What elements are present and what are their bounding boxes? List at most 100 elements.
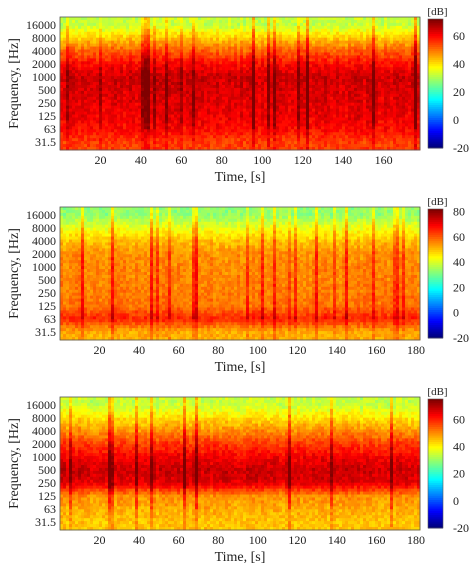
heatmap-cell: [408, 135, 412, 139]
heatmap-cell: [282, 93, 286, 98]
heatmap-cell: [210, 90, 214, 95]
heatmap-cell: [285, 34, 289, 39]
heatmap-cell: [177, 37, 181, 42]
heatmap-cell: [204, 73, 208, 77]
heatmap-cell: [279, 52, 283, 56]
heatmap-cell: [201, 52, 205, 56]
heatmap-cell: [138, 79, 142, 83]
heatmap-cell: [330, 102, 334, 107]
heatmap-cell: [96, 40, 100, 44]
heatmap-cell: [312, 52, 316, 56]
heatmap-cell: [243, 87, 247, 92]
heatmap-cell: [87, 46, 91, 50]
heatmap-cell: [96, 114, 100, 118]
heatmap-cell: [372, 87, 376, 92]
heatmap-cell: [141, 73, 145, 77]
heatmap-cell: [273, 64, 277, 68]
heatmap-cell: [159, 70, 163, 74]
heatmap-cell: [204, 25, 208, 30]
heatmap-cell: [90, 46, 94, 50]
heatmap-cell: [279, 43, 283, 47]
heatmap-cell: [114, 22, 118, 27]
heatmap-cell: [360, 40, 364, 44]
heatmap-cell: [303, 129, 307, 133]
heatmap-cell: [156, 111, 160, 115]
heatmap-cell: [93, 96, 97, 101]
heatmap-cell: [309, 55, 313, 59]
heatmap-cell: [414, 22, 418, 27]
heatmap-cell: [285, 31, 289, 36]
heatmap-cell: [204, 64, 208, 68]
heatmap-cell: [150, 93, 154, 98]
heatmap-cell: [264, 28, 268, 33]
heatmap-cell: [270, 105, 274, 110]
heatmap-cell: [165, 43, 169, 47]
heatmap-cell: [258, 70, 262, 74]
heatmap-cell: [282, 34, 286, 39]
heatmap-cell: [186, 138, 190, 142]
heatmap-cell: [150, 138, 154, 142]
heatmap-cell: [183, 93, 187, 98]
heatmap-cell: [105, 79, 109, 83]
heatmap-cell: [402, 105, 406, 110]
heatmap-cell: [165, 49, 169, 53]
heatmap-cell: [75, 43, 79, 47]
heatmap-cell: [393, 40, 397, 44]
heatmap-cell: [387, 28, 391, 33]
heatmap-cell: [108, 37, 112, 42]
heatmap-cell: [210, 99, 214, 104]
heatmap-cell: [174, 117, 178, 121]
heatmap-cell: [192, 123, 196, 127]
heatmap-cell: [291, 34, 295, 39]
heatmap-cell: [324, 90, 328, 95]
heatmap-cell: [63, 49, 67, 53]
heatmap-cell: [330, 90, 334, 95]
heatmap-cell: [213, 64, 217, 68]
heatmap-cell: [168, 61, 172, 65]
heatmap-cell: [129, 28, 133, 33]
heatmap-cell: [126, 99, 130, 104]
heatmap-cell: [114, 123, 118, 127]
heatmap-cell: [288, 43, 292, 47]
heatmap-cell: [351, 129, 355, 133]
heatmap-cell: [363, 70, 367, 74]
heatmap-cell: [345, 135, 349, 139]
heatmap-cell: [228, 99, 232, 104]
heatmap-cell: [207, 129, 211, 133]
heatmap-cell: [207, 93, 211, 98]
heatmap-cell: [384, 49, 388, 53]
heatmap-cell: [132, 120, 136, 124]
heatmap-cell: [243, 99, 247, 104]
heatmap-cell: [141, 34, 145, 39]
heatmap-cell: [114, 93, 118, 98]
heatmap-cell: [378, 28, 382, 33]
heatmap-cell: [240, 22, 244, 27]
heatmap-cell: [69, 93, 73, 98]
heatmap-cell: [381, 90, 385, 95]
heatmap-cell: [324, 43, 328, 47]
heatmap-cell: [126, 111, 130, 115]
heatmap-cell: [276, 34, 280, 39]
heatmap-cell: [411, 129, 415, 133]
heatmap-cell: [141, 129, 145, 133]
heatmap-cell: [78, 84, 82, 89]
heatmap-cell: [324, 52, 328, 56]
heatmap-cell: [153, 43, 157, 47]
heatmap-cell: [240, 79, 244, 83]
heatmap-cell: [213, 117, 217, 121]
heatmap-cell: [174, 64, 178, 68]
heatmap-cell: [186, 87, 190, 92]
heatmap-cell: [138, 114, 142, 118]
heatmap-cell: [201, 31, 205, 36]
heatmap-cell: [363, 19, 367, 24]
heatmap-cell: [165, 40, 169, 44]
heatmap-cell: [180, 17, 184, 21]
heatmap-cell: [90, 126, 94, 130]
heatmap-cell: [207, 40, 211, 44]
heatmap-cell: [105, 40, 109, 44]
heatmap-cell: [351, 123, 355, 127]
heatmap-cell: [72, 117, 76, 121]
heatmap-cell: [138, 129, 142, 133]
heatmap-cell: [66, 19, 70, 24]
heatmap-cell: [306, 126, 310, 130]
